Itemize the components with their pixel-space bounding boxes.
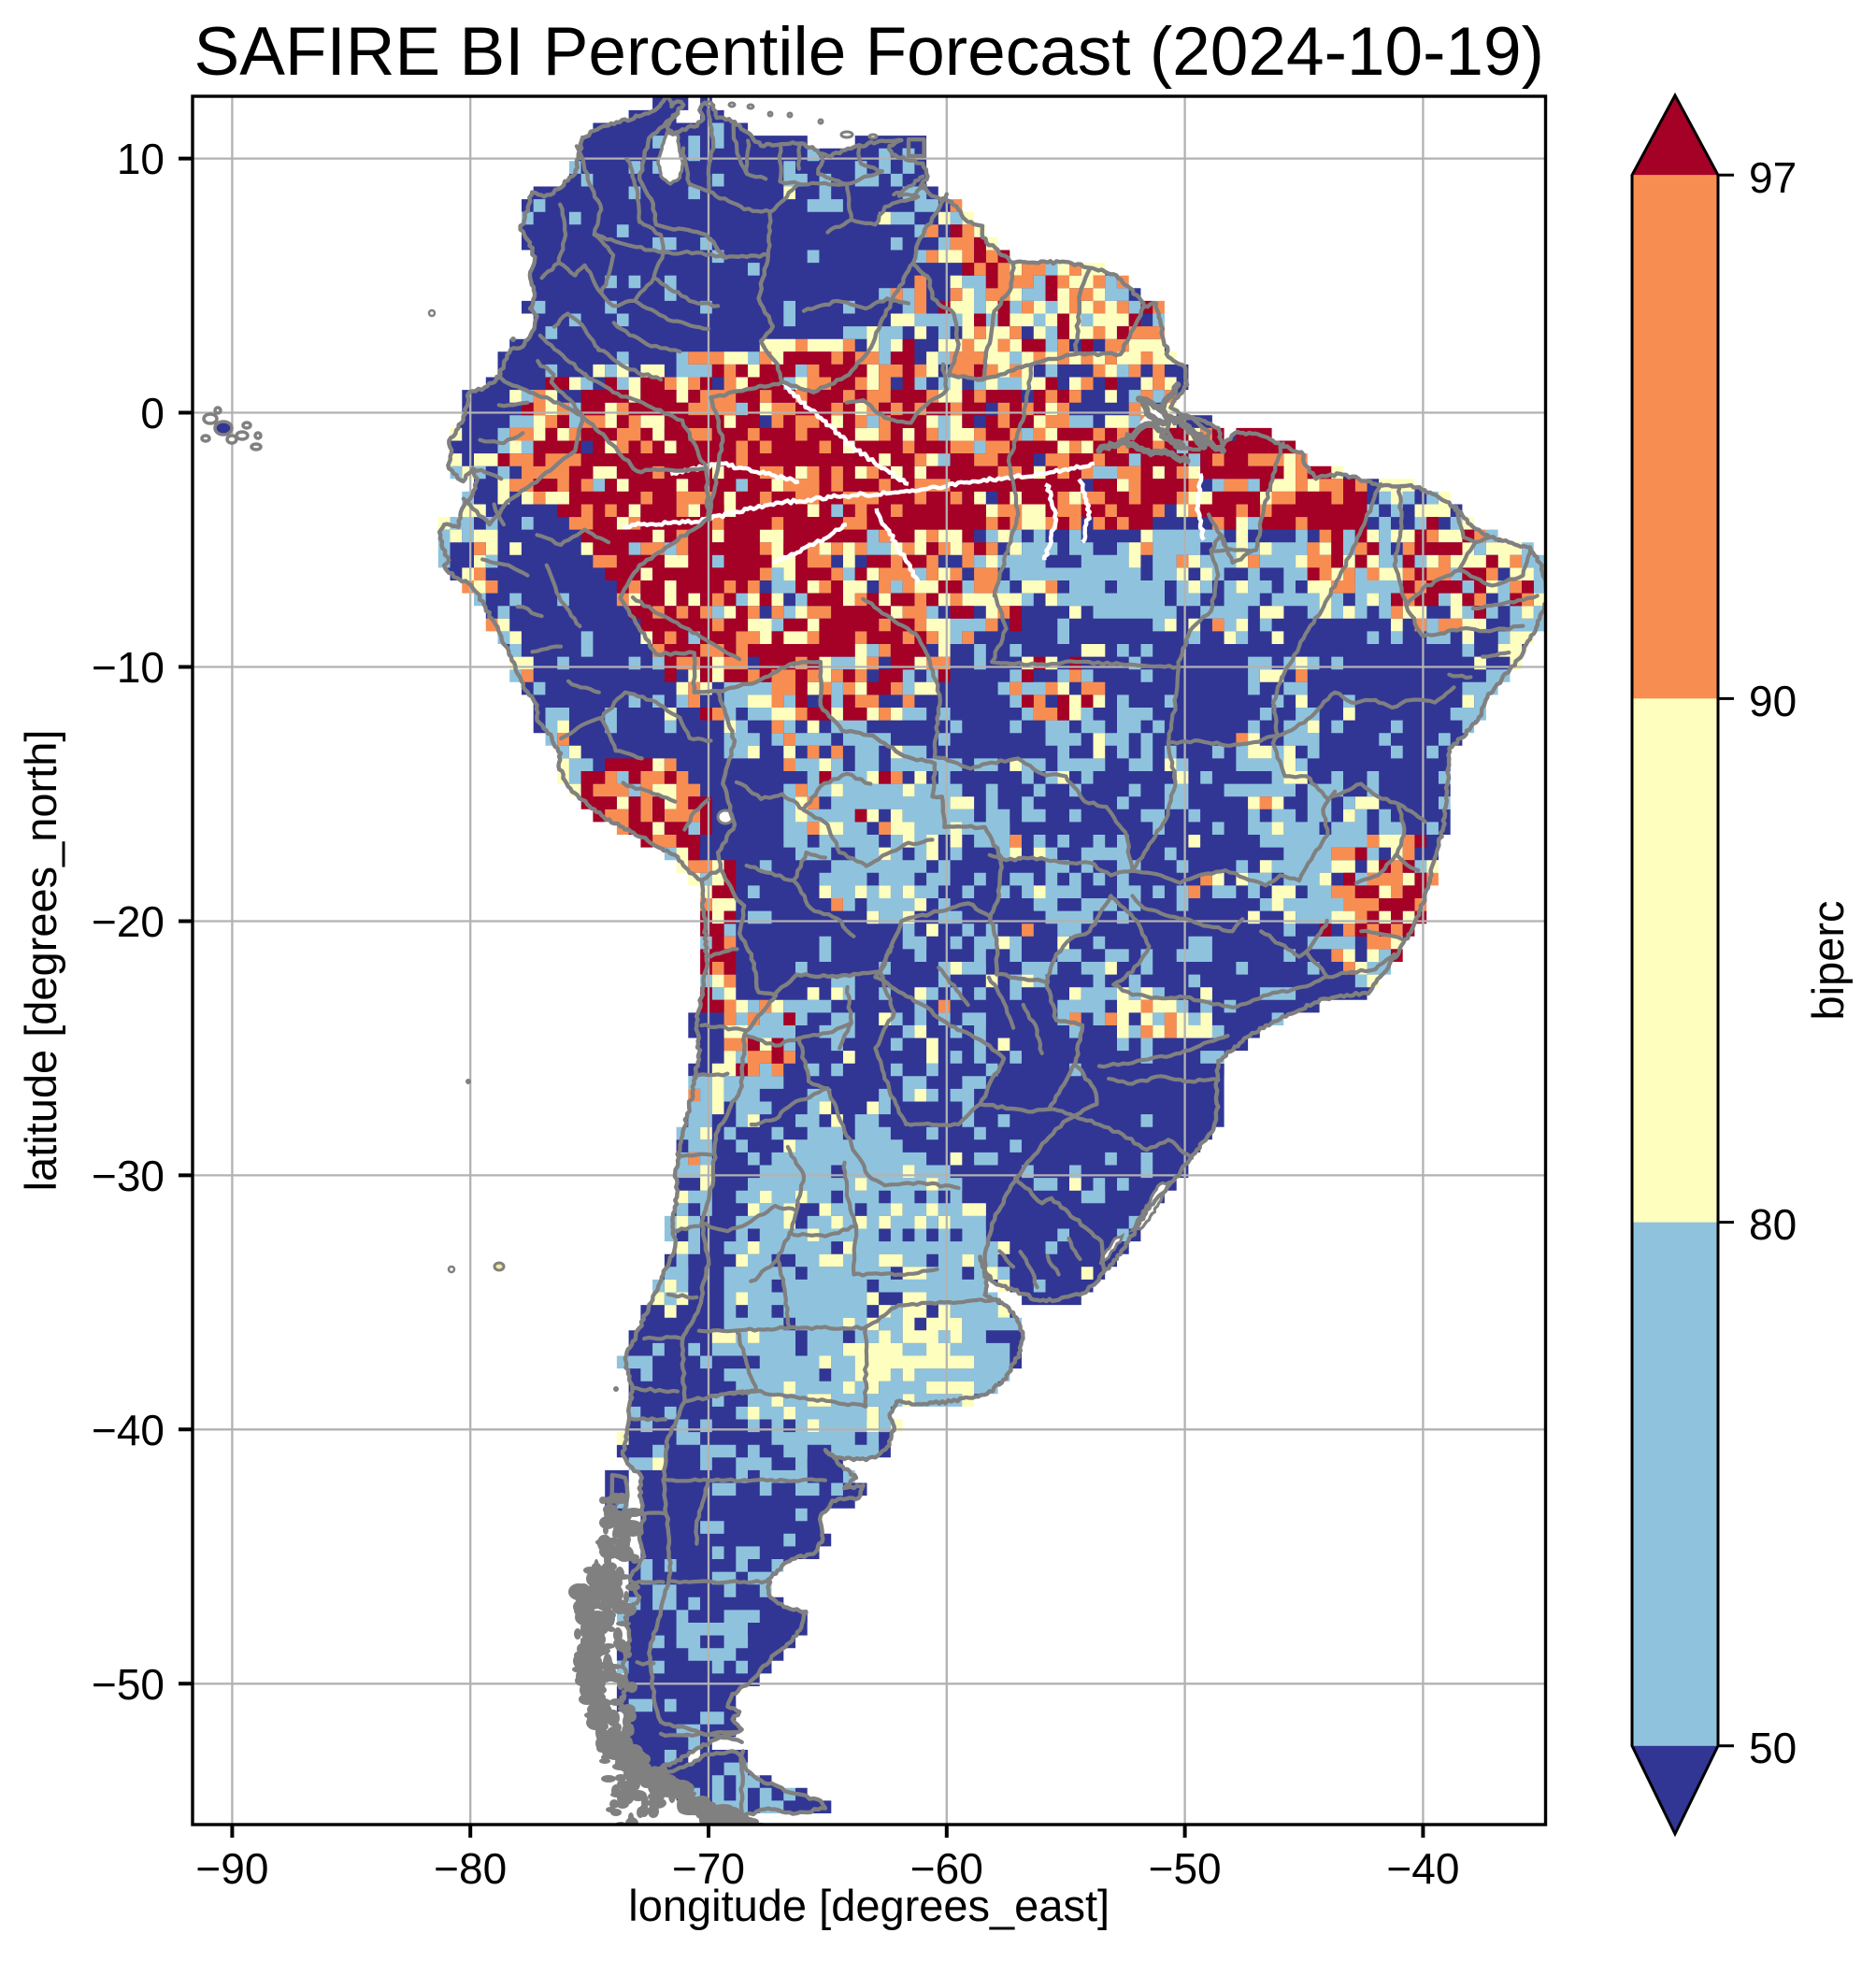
svg-text:97: 97 [1749,153,1797,202]
svg-text:0: 0 [140,389,165,437]
svg-text:50: 50 [1749,1724,1797,1772]
svg-text:−30: −30 [92,1152,165,1200]
svg-text:−50: −50 [1149,1844,1222,1893]
svg-text:−10: −10 [92,643,165,692]
svg-text:−40: −40 [1386,1844,1459,1893]
svg-text:−50: −50 [92,1660,165,1709]
svg-text:−90: −90 [195,1844,268,1893]
svg-text:−80: −80 [434,1844,507,1893]
svg-text:biperc: biperc [1803,900,1853,1020]
svg-text:latitude [degrees_north]: latitude [degrees_north] [16,730,65,1192]
svg-text:−40: −40 [92,1406,165,1454]
svg-text:−20: −20 [92,897,165,946]
svg-text:longitude [degrees_east]: longitude [degrees_east] [628,1881,1110,1930]
svg-text:80: 80 [1749,1200,1797,1249]
svg-text:10: 10 [117,135,165,183]
svg-text:90: 90 [1749,677,1797,725]
svg-text:−70: −70 [672,1844,745,1893]
svg-text:−60: −60 [910,1844,983,1893]
svg-text:SAFIRE BI Percentile Forecast: SAFIRE BI Percentile Forecast (2024-10-1… [194,14,1544,90]
